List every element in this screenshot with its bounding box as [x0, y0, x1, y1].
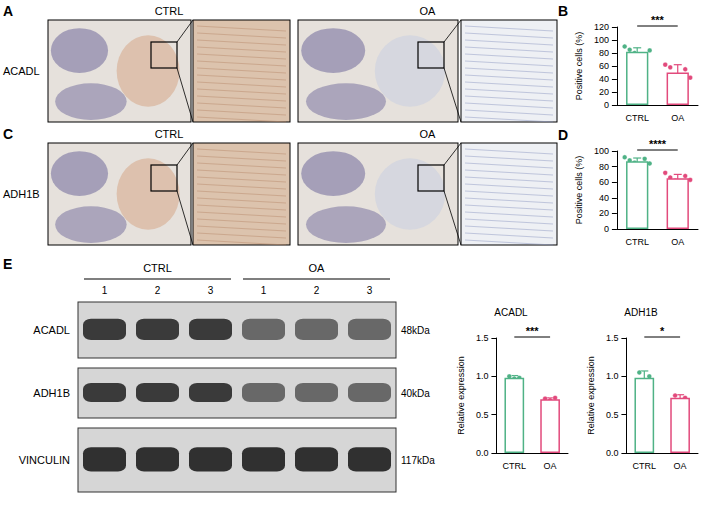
svg-text:CTRL: CTRL	[155, 5, 184, 17]
html-text:D: D	[558, 127, 569, 143]
svg-text:0.5: 0.5	[606, 410, 619, 420]
svg-text:40: 40	[599, 193, 609, 203]
svg-text:0.0: 0.0	[476, 448, 489, 458]
html-text:C: C	[3, 126, 14, 142]
svg-text:60: 60	[599, 177, 609, 187]
svg-text:1.0: 1.0	[476, 371, 489, 381]
svg-text:100: 100	[594, 146, 609, 156]
svg-text:CTRL: CTRL	[503, 461, 527, 471]
svg-text:VINCULIN: VINCULIN	[19, 454, 70, 466]
svg-text:2: 2	[155, 285, 161, 296]
svg-text:Relative expression: Relative expression	[456, 356, 466, 435]
svg-text:2: 2	[314, 285, 320, 296]
svg-text:120: 120	[594, 22, 609, 32]
svg-text:***: ***	[651, 14, 665, 26]
svg-text:ADH1B: ADH1B	[33, 387, 70, 399]
svg-text:48kDa: 48kDa	[401, 325, 430, 336]
svg-text:0: 0	[604, 224, 609, 234]
svg-text:100: 100	[594, 35, 609, 45]
svg-text:1: 1	[261, 285, 267, 296]
svg-text:Positive cells (%): Positive cells (%)	[574, 32, 584, 101]
svg-text:0.5: 0.5	[476, 410, 489, 420]
svg-text:*: *	[660, 325, 665, 337]
svg-text:OA: OA	[544, 461, 557, 471]
svg-text:40kDa: 40kDa	[401, 388, 430, 399]
svg-text:OA: OA	[674, 461, 687, 471]
svg-text:CTRL: CTRL	[625, 113, 649, 123]
svg-text:117kDa: 117kDa	[401, 455, 435, 466]
html-text:E: E	[3, 256, 13, 272]
svg-text:***: ***	[526, 325, 540, 337]
svg-text:40: 40	[599, 74, 609, 84]
svg-text:1.0: 1.0	[606, 371, 619, 381]
svg-text:3: 3	[367, 285, 373, 296]
html-text:B: B	[558, 3, 569, 19]
svg-text:3: 3	[208, 285, 214, 296]
svg-text:OA: OA	[671, 113, 684, 123]
svg-text:1.5: 1.5	[476, 333, 489, 343]
svg-text:OA: OA	[309, 262, 326, 274]
svg-text:0.0: 0.0	[606, 448, 619, 458]
svg-text:80: 80	[599, 162, 609, 172]
svg-text:ACADL: ACADL	[33, 324, 70, 336]
svg-text:CTRL: CTRL	[143, 262, 172, 274]
html-text:A: A	[3, 3, 14, 19]
svg-text:1.5: 1.5	[606, 333, 619, 343]
svg-text:Relative expression: Relative expression	[586, 356, 596, 435]
svg-text:CTRL: CTRL	[155, 128, 184, 140]
svg-text:OA: OA	[420, 5, 437, 17]
svg-text:ADH1B: ADH1B	[3, 188, 40, 200]
svg-text:ACADL: ACADL	[3, 65, 40, 77]
svg-text:Positive cells (%): Positive cells (%)	[574, 156, 584, 225]
svg-text:ACADL: ACADL	[494, 307, 528, 318]
svg-text:60: 60	[599, 61, 609, 71]
svg-text:CTRL: CTRL	[633, 461, 657, 471]
svg-text:20: 20	[599, 87, 609, 97]
svg-text:OA: OA	[671, 237, 684, 247]
svg-text:ADH1B: ADH1B	[624, 307, 658, 318]
svg-text:1: 1	[102, 285, 108, 296]
svg-text:0: 0	[604, 100, 609, 110]
svg-text:80: 80	[599, 48, 609, 58]
svg-text:20: 20	[599, 208, 609, 218]
svg-text:****: ****	[649, 138, 667, 150]
svg-text:OA: OA	[420, 128, 437, 140]
svg-text:CTRL: CTRL	[625, 237, 649, 247]
